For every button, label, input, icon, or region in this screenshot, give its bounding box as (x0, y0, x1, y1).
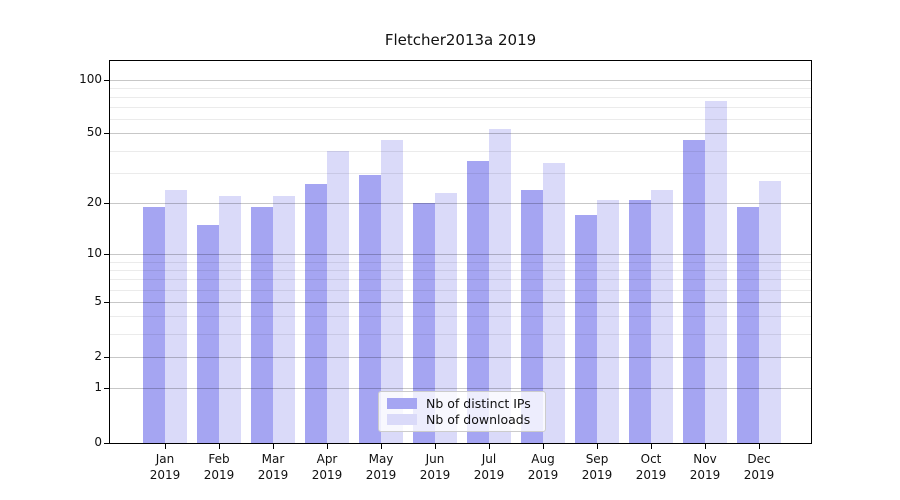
bar-mar-downloads (273, 196, 295, 443)
legend-item-distinct-ips: Nb of distinct IPs (387, 396, 537, 411)
minor-gridline-40 (110, 151, 811, 152)
bar-aug-downloads (543, 163, 565, 443)
x-tick-oct (651, 444, 652, 449)
legend-swatch-distinct-ips (387, 397, 417, 409)
legend-swatch-downloads (387, 414, 417, 426)
legend-label-downloads: Nb of downloads (426, 412, 531, 428)
x-tick-jan (165, 444, 166, 449)
y-tick-0 (104, 443, 109, 444)
bar-sep-distinct-ips (575, 215, 597, 443)
bar-dec-distinct-ips (737, 207, 759, 443)
bar-jul-distinct-ips (467, 161, 489, 443)
x-tick-label-feb: Feb 2019 (203, 452, 235, 482)
minor-gridline-90 (110, 88, 811, 89)
bar-dec-downloads (759, 181, 781, 443)
x-tick-label-jun: Jun 2019 (419, 452, 451, 482)
minor-gridline-6 (110, 290, 811, 291)
x-tick-jul (489, 444, 490, 449)
x-tick-jun (435, 444, 436, 449)
bar-jan-distinct-ips (143, 207, 165, 443)
minor-gridline-80 (110, 97, 811, 98)
x-tick-label-nov: Nov 2019 (689, 452, 721, 482)
x-tick-sep (597, 444, 598, 449)
bar-jun-distinct-ips (413, 203, 435, 443)
bar-jun-downloads (435, 193, 457, 443)
x-tick-nov (705, 444, 706, 449)
bar-nov-distinct-ips (683, 140, 705, 443)
x-tick-label-aug: Aug 2019 (527, 452, 559, 482)
x-tick-may (381, 444, 382, 449)
minor-gridline-7 (110, 279, 811, 280)
x-tick-label-sep: Sep 2019 (581, 452, 613, 482)
minor-gridline-70 (110, 107, 811, 108)
x-tick-label-jan: Jan 2019 (149, 452, 181, 482)
y-tick-5 (104, 302, 109, 303)
x-tick-label-dec: Dec 2019 (743, 452, 775, 482)
bar-sep-downloads (597, 200, 619, 443)
bar-feb-distinct-ips (197, 225, 219, 443)
major-gridline-100 (110, 80, 811, 81)
y-tick-20 (104, 203, 109, 204)
bar-nov-downloads (705, 101, 727, 443)
minor-gridline-30 (110, 173, 811, 174)
y-tick-100 (104, 80, 109, 81)
x-tick-feb (219, 444, 220, 449)
major-gridline-5 (110, 302, 811, 303)
x-tick-aug (543, 444, 544, 449)
y-tick-label-20: 20 (86, 195, 102, 209)
x-tick-mar (273, 444, 274, 449)
bar-apr-distinct-ips (305, 184, 327, 443)
bar-oct-distinct-ips (629, 200, 651, 443)
x-tick-label-mar: Mar 2019 (257, 452, 289, 482)
legend-item-downloads: Nb of downloads (387, 412, 537, 427)
bar-jan-downloads (165, 190, 187, 443)
major-gridline-10 (110, 254, 811, 255)
bar-feb-downloads (219, 196, 241, 443)
y-tick-label-2: 2 (94, 349, 102, 363)
minor-gridline-3 (110, 334, 811, 335)
minor-gridline-8 (110, 270, 811, 271)
major-gridline-50 (110, 133, 811, 134)
chart-title: Fletcher2013a 2019 (384, 31, 537, 49)
major-gridline-1 (110, 388, 811, 389)
bar-may-distinct-ips (359, 175, 381, 443)
y-tick-2 (104, 357, 109, 358)
bar-jul-downloads (489, 129, 511, 443)
major-gridline-2 (110, 357, 811, 358)
minor-gridline-9 (110, 262, 811, 263)
x-tick-label-oct: Oct 2019 (635, 452, 667, 482)
y-tick-label-1: 1 (94, 380, 102, 394)
legend: Nb of distinct IPs Nb of downloads (378, 391, 546, 432)
y-tick-label-100: 100 (79, 72, 102, 86)
minor-gridline-60 (110, 119, 811, 120)
y-tick-label-50: 50 (86, 125, 102, 139)
y-tick-label-10: 10 (86, 246, 102, 260)
plot-area (109, 60, 812, 444)
x-tick-label-jul: Jul 2019 (473, 452, 505, 482)
minor-gridline-4 (110, 316, 811, 317)
x-tick-label-may: May 2019 (365, 452, 397, 482)
y-tick-label-5: 5 (94, 294, 102, 308)
y-tick-10 (104, 254, 109, 255)
bar-may-downloads (381, 140, 403, 443)
bar-apr-downloads (327, 151, 349, 443)
y-tick-1 (104, 388, 109, 389)
x-tick-label-apr: Apr 2019 (311, 452, 343, 482)
y-tick-50 (104, 133, 109, 134)
major-gridline-20 (110, 203, 811, 204)
bar-aug-distinct-ips (521, 190, 543, 443)
x-tick-apr (327, 444, 328, 449)
y-tick-label-0: 0 (94, 435, 102, 449)
legend-label-distinct-ips: Nb of distinct IPs (426, 395, 531, 411)
x-tick-dec (759, 444, 760, 449)
bar-oct-downloads (651, 190, 673, 443)
bar-mar-distinct-ips (251, 207, 273, 443)
